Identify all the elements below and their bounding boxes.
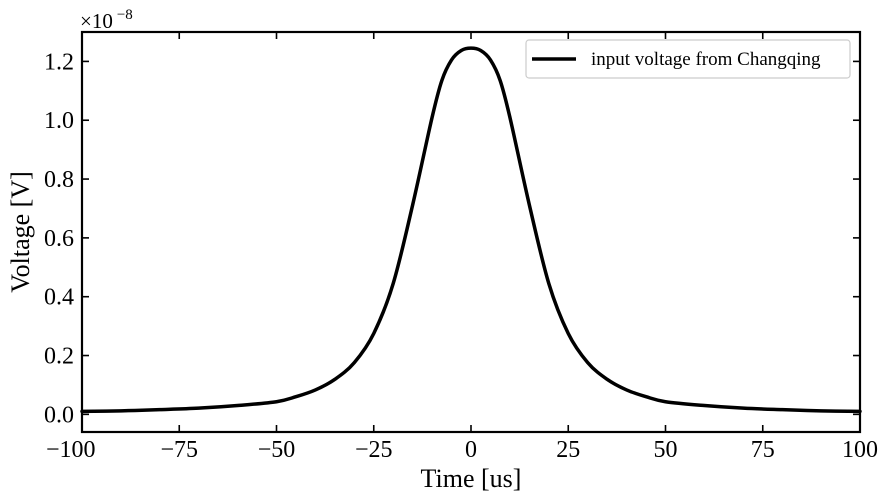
x-axis-ticks: −100 −75 −50 −25 0 25 50 75 100: [46, 32, 878, 463]
x-tick-label: −25: [355, 437, 393, 463]
x-tick-label: −75: [160, 437, 198, 463]
y-tick-label: 0.8: [44, 167, 74, 193]
y-tick-label: 0.6: [44, 226, 74, 252]
legend-entry-label: input voltage from Changqing: [591, 49, 821, 70]
x-tick-label: 100: [842, 437, 878, 463]
plot-frame: [80, 30, 862, 434]
x-tick-label: 75: [751, 437, 775, 463]
y-axis-label: Voltage [V]: [6, 171, 35, 293]
y-offset-exponent: −8: [117, 7, 133, 23]
y-tick-label: 1.2: [44, 49, 74, 75]
y-offset-label: ×10 −8: [80, 7, 133, 33]
y-tick-label: 0.4: [44, 285, 74, 311]
x-axis-label: Time [us]: [421, 464, 522, 493]
x-tick-label: 50: [654, 437, 678, 463]
legend-box: [525, 39, 851, 79]
x-tick-label: 25: [556, 437, 580, 463]
x-tick-label: 0: [465, 437, 477, 463]
series-line: [80, 46, 862, 414]
y-tick-label: 0.0: [44, 402, 74, 428]
y-tick-label: 0.2: [44, 344, 74, 370]
x-tick-label: −50: [258, 437, 296, 463]
x-tick-label: −100: [46, 437, 96, 463]
y-offset-base: ×10: [80, 9, 113, 33]
y-axis-ticks: 0.0 0.2 0.4 0.6 0.8 1.0 1.2: [44, 49, 860, 428]
y-tick-label: 1.0: [44, 108, 74, 134]
legend: input voltage from Changqing: [525, 39, 851, 79]
